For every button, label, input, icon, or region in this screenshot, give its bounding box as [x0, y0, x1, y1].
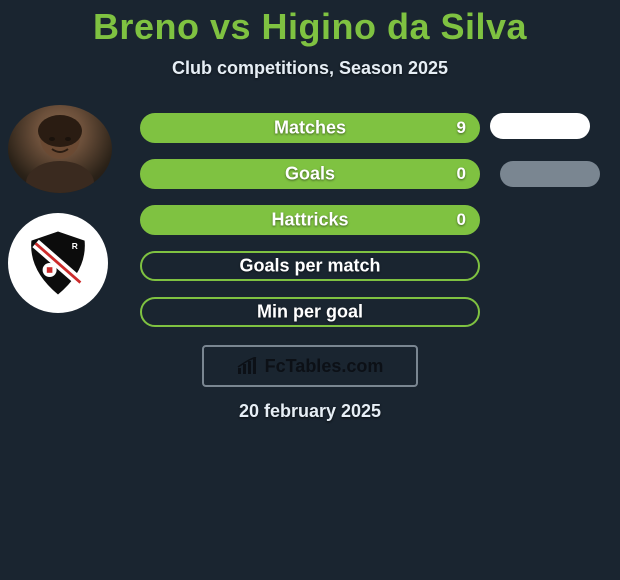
right-pill-1 [490, 113, 590, 139]
svg-text:R: R [72, 241, 78, 251]
stat-bar: Min per goal [140, 297, 480, 327]
stat-row-min-per-goal: Min per goal [140, 297, 480, 327]
stat-value-left: 9 [457, 118, 466, 138]
bar-chart-icon [237, 357, 259, 375]
person-silhouette-icon [8, 105, 112, 193]
stat-bar: Matches 9 [140, 113, 480, 143]
stat-value-left: 0 [457, 210, 466, 230]
stat-bar: Hattricks 0 [140, 205, 480, 235]
footer-date: 20 february 2025 [0, 401, 620, 422]
brand-text: FcTables.com [265, 356, 384, 377]
stat-label: Hattricks [271, 210, 348, 231]
page-subtitle: Club competitions, Season 2025 [0, 58, 620, 79]
right-pill-2 [500, 161, 600, 187]
stat-bar: Goals per match [140, 251, 480, 281]
avatar-column: R [8, 105, 112, 313]
stat-row-goals-per-match: Goals per match [140, 251, 480, 281]
stat-value-left: 0 [457, 164, 466, 184]
stat-row-matches: Matches 9 [140, 113, 480, 143]
page-title: Breno vs Higino da Silva [0, 0, 620, 48]
stat-row-goals: Goals 0 [140, 159, 480, 189]
brand-box: FcTables.com [202, 345, 418, 387]
stat-bars: Matches 9 Goals 0 Hattricks 0 Goals per … [140, 113, 480, 327]
stat-label: Goals per match [239, 256, 380, 277]
stat-label: Min per goal [257, 302, 363, 323]
content-area: R Matches 9 Goals 0 Hattricks 0 Goals [0, 113, 620, 327]
stat-bar: Goals 0 [140, 159, 480, 189]
club-crest: R [8, 213, 108, 313]
stat-label: Goals [285, 164, 335, 185]
player-avatar [8, 105, 112, 193]
stat-row-hattricks: Hattricks 0 [140, 205, 480, 235]
crest-icon: R [23, 228, 93, 298]
stat-label: Matches [274, 118, 346, 139]
